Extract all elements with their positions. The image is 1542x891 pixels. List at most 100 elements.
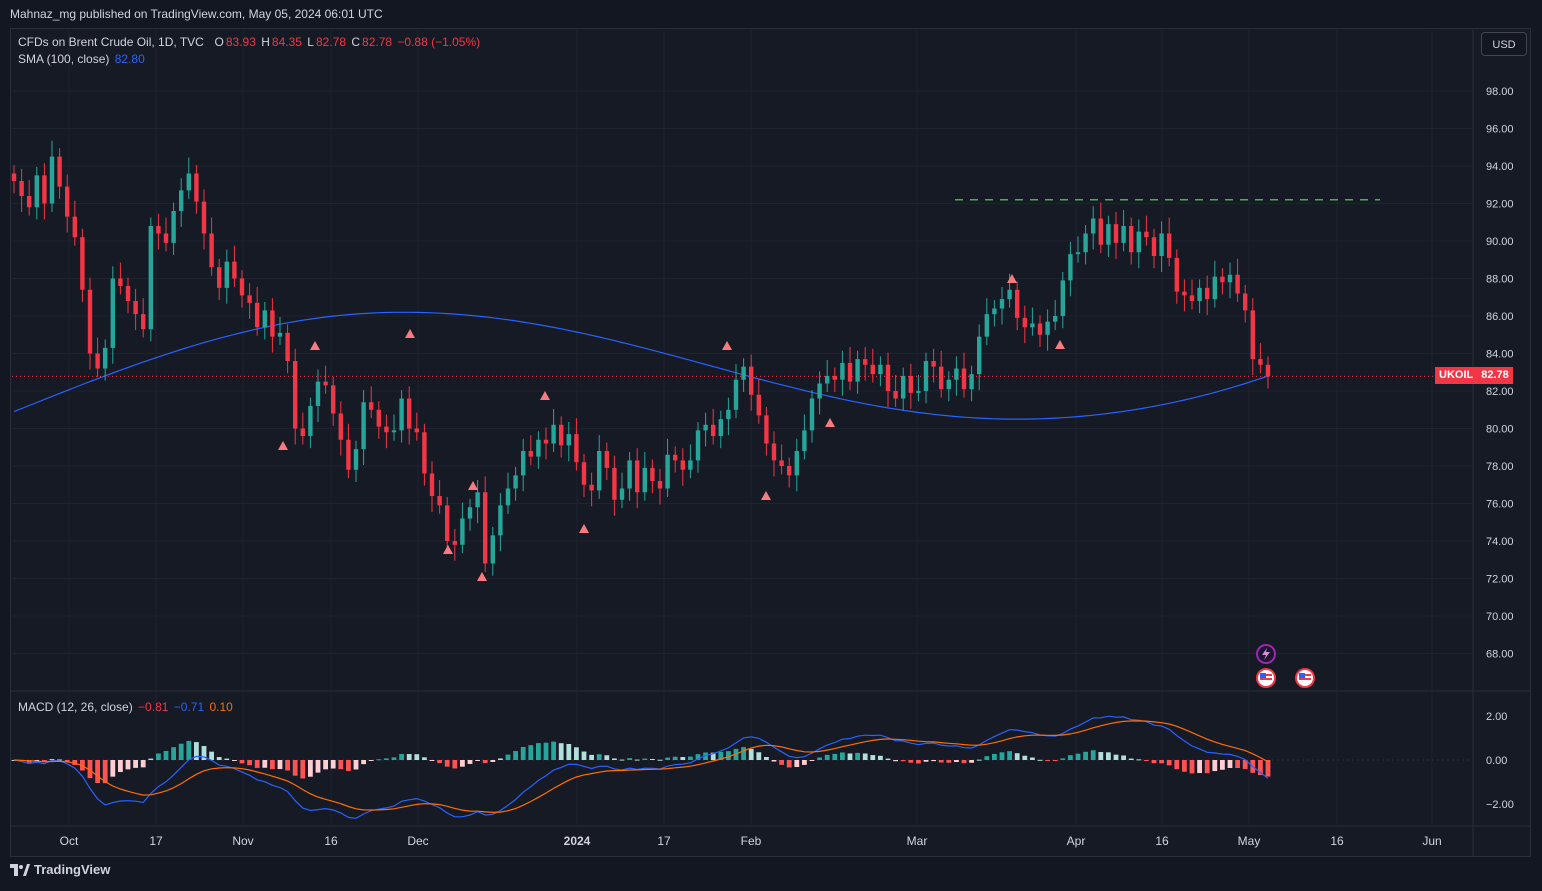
macd-histogram-bar (855, 752, 860, 760)
candle-body (1068, 254, 1073, 281)
high-label: H (261, 35, 270, 49)
macd-histogram-bar (1174, 760, 1180, 770)
macd-histogram-bar (422, 757, 427, 760)
publisher-info: Mahnaz_mg published on TradingView.com, … (10, 7, 383, 21)
macd-histogram-bar (1030, 757, 1035, 760)
candle-body (399, 398, 404, 431)
candle-body (452, 541, 457, 545)
symbol-title[interactable]: CFDs on Brent Crude Oil, 1D, TVC (18, 35, 204, 49)
macd-histogram-bar (429, 760, 435, 761)
macd-histogram-bar (186, 740, 192, 760)
time-tick-label: Mar (907, 834, 928, 848)
tradingview-logo-text[interactable]: TradingView (34, 862, 111, 877)
candle-body (551, 424, 556, 444)
macd-histogram-bar (1258, 760, 1263, 776)
time-tick-label: 16 (1330, 834, 1344, 848)
candle-body (528, 451, 533, 457)
macd-histogram-bar (878, 755, 883, 760)
price-tick-label: 72.00 (1486, 574, 1514, 586)
candle-body (1151, 237, 1157, 256)
candle-body (1121, 226, 1126, 243)
macd-histogram-bar (520, 746, 526, 760)
macd-histogram-bar (923, 760, 929, 762)
candle-body (1212, 276, 1217, 300)
candle-body (627, 460, 632, 489)
macd-histogram-bar (688, 756, 693, 760)
macd-histogram-bar (764, 757, 769, 760)
candle-body (376, 409, 381, 427)
macd-legend[interactable]: MACD (12, 26, close) −0.81 −0.71 0.10 (18, 700, 235, 714)
macd-histogram-bar (1121, 755, 1126, 760)
macd-histogram-bar (353, 760, 359, 770)
sma-legend[interactable]: SMA (100, close) 82.80 (18, 52, 147, 66)
macd-histogram-bar (482, 760, 488, 764)
macd-histogram-bar (741, 747, 746, 760)
macd-histogram-bar (596, 754, 602, 760)
candle-body (239, 278, 245, 296)
macd-histogram-bar (300, 760, 306, 779)
macd-histogram-bar (938, 760, 944, 763)
candle-body (118, 278, 123, 286)
us-economic-event-icon[interactable] (1256, 668, 1276, 688)
macd-histogram-bar (1128, 758, 1134, 760)
candle-body (384, 426, 389, 433)
macd-histogram-bar (49, 759, 55, 761)
macd-histogram-bar (619, 759, 625, 761)
last-price-tag: UKOIL 82.78 (1435, 367, 1513, 384)
price-tick-label: 82.00 (1486, 386, 1514, 398)
macd-histogram-bar (528, 745, 534, 760)
time-tick-label: 16 (324, 834, 338, 848)
macd-histogram-bar (452, 760, 458, 769)
macd-histogram-bar (1098, 752, 1104, 760)
candle-body (1189, 295, 1195, 301)
candle-body (597, 451, 602, 491)
candle-body (353, 449, 359, 470)
macd-histogram-bar (961, 760, 967, 764)
candle-body (749, 366, 754, 395)
macd-histogram-bar (140, 760, 146, 768)
macd-histogram-bar (437, 760, 442, 764)
us-flag-icon (1260, 673, 1272, 680)
candle-body (1197, 287, 1202, 301)
macd-histogram-bar (1144, 760, 1149, 761)
macd-histogram-bar (1235, 760, 1240, 769)
macd-histogram-bar (817, 757, 822, 760)
pivot-marker (540, 391, 550, 400)
macd-histogram-bar (1182, 760, 1187, 772)
macd-histogram-bar (1220, 760, 1225, 770)
macd-histogram-bar (954, 760, 959, 763)
candle-body (369, 402, 374, 410)
us-economic-event-icon-2[interactable] (1295, 668, 1315, 688)
candle-body (87, 289, 93, 354)
candle-body (490, 535, 495, 564)
macd-histogram-bar (718, 751, 724, 760)
candle-body (57, 156, 62, 187)
macd-histogram-bar (992, 753, 997, 760)
candle-body (521, 451, 526, 476)
macd-histogram-bar (574, 747, 579, 760)
currency-button[interactable]: USD (1481, 32, 1527, 56)
candle-body (779, 460, 784, 466)
candle-body (741, 366, 746, 380)
top-bar: Mahnaz_mg published on TradingView.com, … (0, 0, 1542, 28)
pivot-marker (1055, 340, 1065, 349)
sma-value: 82.80 (114, 52, 145, 66)
candle-body (1113, 224, 1119, 243)
macd-histogram-bar (1189, 760, 1195, 774)
footer: TradingView (10, 862, 110, 877)
macd-histogram-bar (581, 751, 587, 760)
candle-body (1159, 233, 1164, 256)
close-label: C (351, 35, 361, 49)
macd-histogram-bar (232, 760, 237, 761)
time-tick-label: 17 (657, 834, 671, 848)
macd-histogram-bar (969, 760, 974, 763)
dividend-event-icon[interactable] (1256, 644, 1276, 664)
price-tag-symbol: UKOIL (1439, 369, 1474, 381)
candle-body (186, 173, 191, 191)
time-tick-label: Feb (741, 834, 762, 848)
time-tick-label: Dec (407, 834, 428, 848)
candle-body (604, 451, 609, 468)
macd-histogram-bar (1204, 760, 1210, 774)
candle-body (285, 332, 290, 361)
